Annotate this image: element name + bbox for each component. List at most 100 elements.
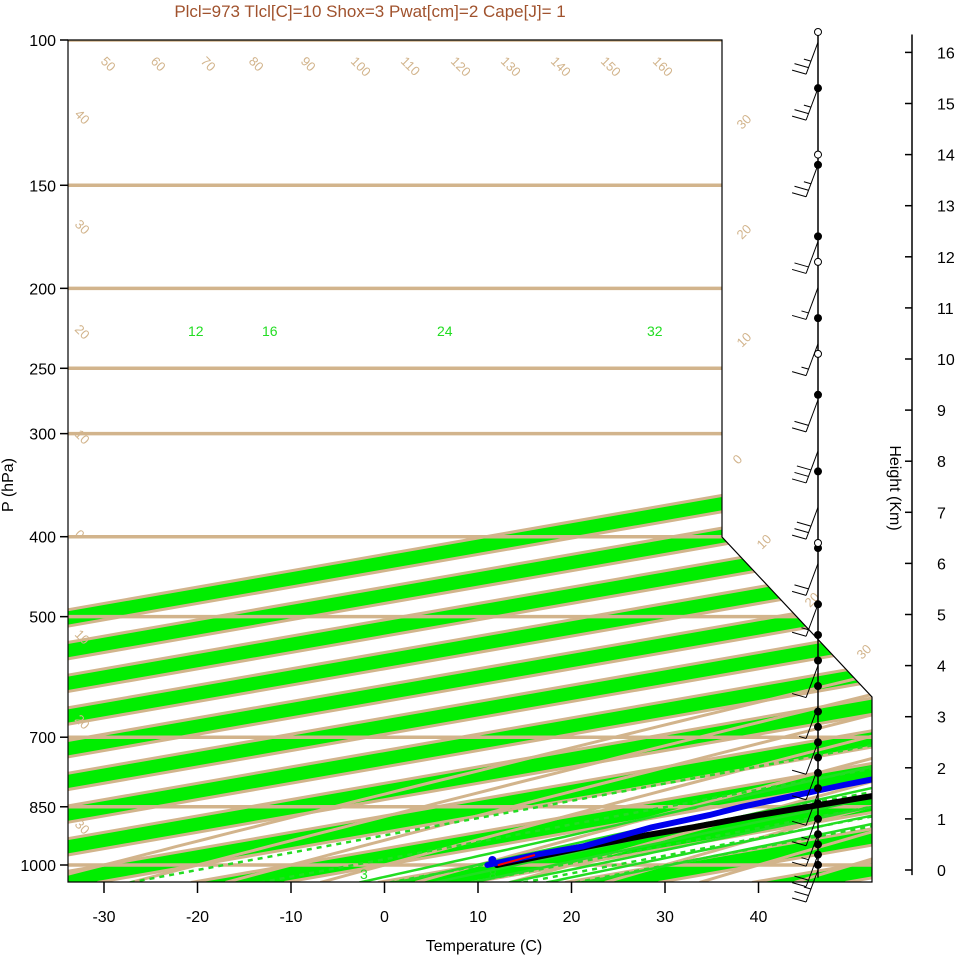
wind-barb	[805, 604, 819, 637]
temperature-axis: -30 -20 -10 0 10 20 30 40	[92, 882, 768, 926]
wind-barb	[805, 834, 819, 867]
height-tick-label: 8	[937, 454, 946, 471]
height-tick-label: 16	[937, 45, 955, 62]
wind-barb	[805, 706, 819, 739]
isotherm-band	[68, 40, 872, 882]
height-dot	[814, 753, 822, 762]
wind-barb-flag	[791, 69, 807, 75]
isotherm-bands	[68, 40, 872, 882]
wind-barb-flag	[791, 590, 807, 596]
temperature-tick-label: 40	[750, 909, 768, 926]
height-tick-label: 0	[937, 863, 946, 880]
height-tick-label: 13	[937, 199, 955, 216]
wind-barb	[805, 399, 819, 433]
pressure-axis: 100 150 200 250 300 400 500 700 850 1000	[20, 33, 68, 875]
moist-adiabat	[508, 249, 872, 882]
surface-marker	[488, 856, 497, 864]
wind-barb-flag	[791, 115, 807, 121]
wind-barb	[805, 665, 819, 698]
wind-barb-flag	[798, 735, 807, 739]
height-dot	[814, 722, 822, 731]
wind-barb-flag	[791, 693, 807, 699]
isotherm-band	[68, 40, 872, 882]
height-dot	[814, 656, 822, 665]
wind-barb-flag	[794, 471, 809, 477]
height-tick-label: 14	[937, 148, 955, 165]
wind-barb-flag	[794, 528, 809, 534]
wind-barb-flag	[791, 478, 807, 484]
pressure-tick-label: 150	[29, 178, 56, 195]
wind-barb-flag	[801, 366, 809, 370]
isotherm-label: 30	[734, 111, 755, 132]
height-tick-label: 3	[937, 710, 946, 727]
height-open-circle	[814, 27, 822, 36]
wind-barb-flag	[791, 882, 807, 888]
wind-barb	[805, 563, 819, 596]
wind-barb	[805, 869, 819, 903]
wind-barb-flag	[794, 262, 809, 268]
isotherm-band	[68, 40, 872, 882]
wind-barb-flag	[794, 420, 809, 426]
pressure-tick-label: 200	[29, 281, 56, 298]
wind-barb-flag	[794, 875, 809, 881]
height-dot	[814, 799, 822, 808]
isotherm-line	[68, 40, 872, 882]
temperature-tick-label: 20	[563, 909, 581, 926]
wind-barb-flag	[794, 185, 809, 191]
wind-barb-flag	[791, 371, 807, 377]
pressure-tick-label: 1000	[20, 858, 56, 875]
wind-barb	[805, 742, 819, 775]
x-axis-label: Temperature (C)	[426, 938, 542, 955]
wind-barb-flag	[803, 104, 812, 108]
height-tick-label: 7	[937, 505, 946, 522]
chart-title: Plcl=973 Tlcl[C]=10 Shox=3 Pwat[cm]=2 Ca…	[174, 2, 565, 21]
dewpoint-line	[484, 71, 872, 868]
mixing-ratio-line	[469, 535, 872, 882]
temperature-tick-label: 10	[469, 909, 487, 926]
y-axis-label: P (hPa)	[0, 458, 17, 512]
height-dot	[814, 390, 822, 399]
temperature-tick-label: -10	[279, 909, 302, 926]
mixing-ratio-label: 8	[489, 866, 497, 882]
wind-barb	[805, 87, 819, 121]
height-tick-label: 10	[937, 352, 955, 369]
height-tick-label: 6	[937, 556, 946, 573]
dry-adiabat	[320, 40, 872, 882]
pressure-tick-label: 850	[29, 800, 56, 817]
isotherm-label: 0	[730, 451, 746, 467]
moist-adiabat	[583, 207, 872, 882]
height-axis-label: Height (Km)	[886, 445, 903, 530]
mixing-ratio-line	[259, 535, 872, 882]
moist-adiabat-label: 16	[262, 323, 278, 339]
wind-barb	[805, 343, 819, 376]
wind-barb-flag	[791, 795, 807, 801]
moist-adiabat-labels: 12 16 24 32 3 8	[188, 323, 663, 882]
dry-adiabat	[68, 40, 872, 882]
height-dot	[814, 630, 822, 639]
height-dot	[814, 814, 822, 823]
wind-barb	[805, 793, 819, 826]
wind-barb-flag	[791, 861, 807, 867]
height-dot	[814, 840, 822, 849]
height-tick-label: 4	[937, 659, 946, 676]
wind-barb-flag	[801, 836, 809, 840]
wind-barb-flag	[796, 521, 812, 527]
wind-barb-flag	[791, 841, 807, 847]
wind-barb-flag	[791, 268, 807, 274]
wind-barb-flag	[796, 465, 812, 471]
height-dot	[814, 682, 822, 691]
temperature-tick-label: -20	[186, 909, 209, 926]
height-tick-label: 9	[937, 403, 946, 420]
wind-barb-flag	[801, 310, 809, 314]
wind-barb-flag	[794, 109, 809, 115]
isotherm-line	[68, 40, 872, 882]
dry-adiabat	[604, 40, 872, 882]
wind-barb-column	[791, 27, 822, 903]
isotherm-line	[68, 40, 872, 882]
isotherm-line	[68, 40, 872, 882]
wind-barb-flag	[791, 820, 807, 826]
wind-barb	[805, 287, 819, 320]
pressure-tick-label: 700	[29, 730, 56, 747]
moist-adiabat	[471, 313, 872, 882]
